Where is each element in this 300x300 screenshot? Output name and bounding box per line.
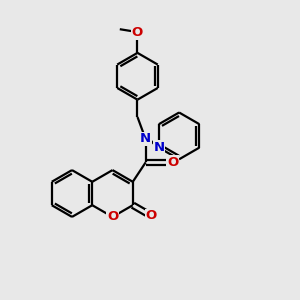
Text: O: O [167, 156, 178, 169]
Text: O: O [132, 26, 143, 40]
Text: N: N [140, 132, 151, 146]
Text: O: O [146, 209, 157, 223]
Text: N: N [153, 141, 164, 154]
Text: O: O [107, 210, 118, 224]
